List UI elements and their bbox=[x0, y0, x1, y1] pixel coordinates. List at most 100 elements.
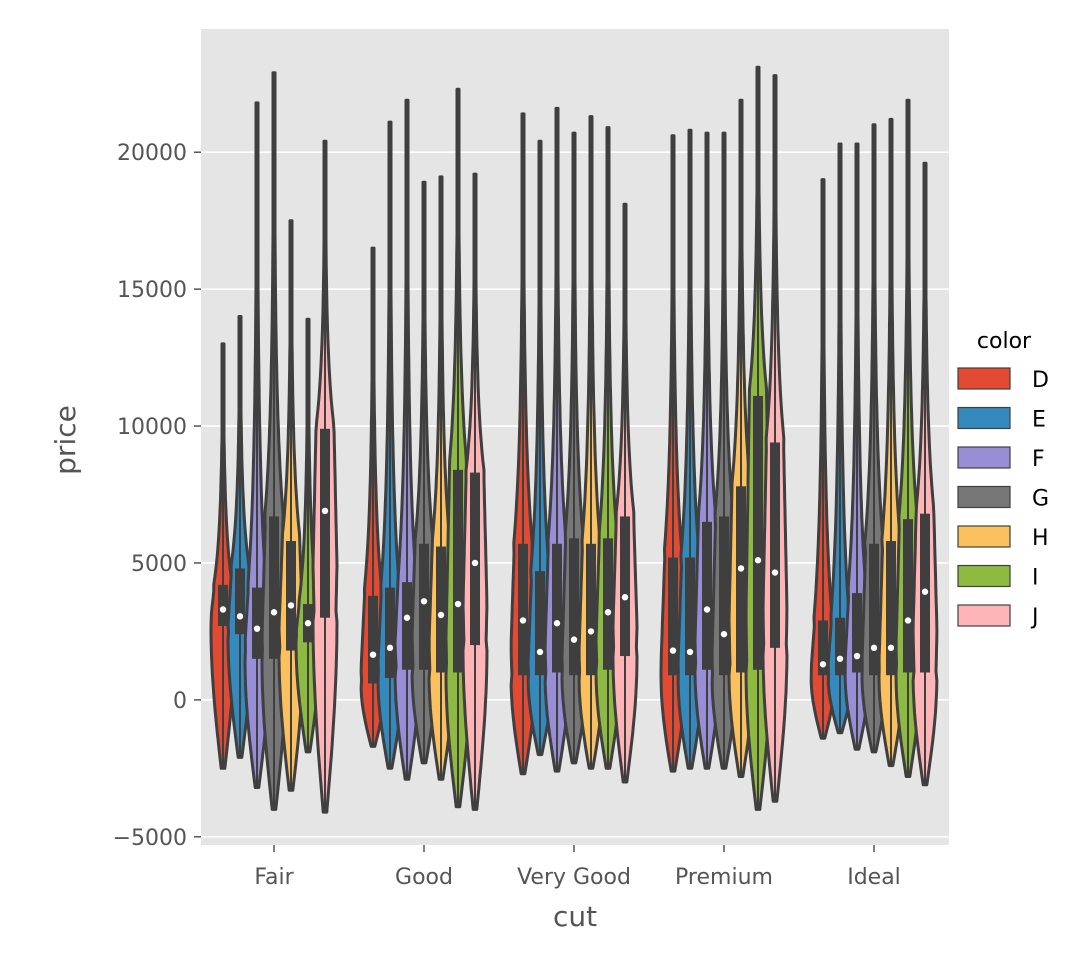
violin-iqr-box bbox=[736, 486, 746, 673]
violin-median-point bbox=[737, 565, 745, 572]
violin-iqr-box bbox=[320, 428, 330, 618]
legend-label-H: H bbox=[1032, 526, 1049, 551]
violin-iqr-box bbox=[753, 395, 763, 670]
x-tick-label: Fair bbox=[254, 865, 294, 890]
violin-iqr-box bbox=[552, 543, 562, 673]
violin-median-point bbox=[253, 625, 261, 632]
violin-iqr-box bbox=[685, 557, 695, 676]
legend-label-F: F bbox=[1032, 447, 1045, 472]
violin-median-point bbox=[437, 611, 445, 619]
violin-iqr-box bbox=[436, 546, 446, 673]
violin-iqr-box bbox=[385, 587, 395, 678]
legend-swatch-J bbox=[957, 604, 1011, 627]
violin-median-point bbox=[904, 617, 912, 624]
violin-median-point bbox=[836, 655, 844, 662]
legend-swatch-D bbox=[957, 367, 1011, 390]
violin-median-point bbox=[819, 661, 827, 668]
legend-label-D: D bbox=[1032, 368, 1049, 393]
violin-iqr-box bbox=[453, 469, 463, 673]
violin-median-point bbox=[686, 648, 694, 656]
violin-iqr-box bbox=[586, 543, 596, 676]
violin-median-point bbox=[386, 644, 394, 652]
legend-label-E: E bbox=[1032, 408, 1046, 433]
violin-iqr-box bbox=[770, 442, 780, 648]
violin-median-point bbox=[420, 598, 428, 605]
y-tick-label: 0 bbox=[173, 689, 187, 714]
violin-iqr-box bbox=[368, 595, 378, 684]
violin-iqr-box bbox=[835, 617, 845, 676]
x-tick-label: Ideal bbox=[847, 865, 901, 890]
legend-label-I: I bbox=[1032, 566, 1039, 591]
y-axis-ticks: −5000 0 5000 10000 15000 20000 bbox=[113, 141, 201, 851]
violin-iqr-box bbox=[869, 543, 879, 676]
violin-median-point bbox=[921, 588, 929, 595]
violin-iqr-box bbox=[269, 516, 279, 659]
y-tick-label: 10000 bbox=[117, 415, 187, 440]
violin-median-point bbox=[720, 630, 728, 638]
violin-iqr-box bbox=[852, 593, 862, 673]
violin-median-point bbox=[287, 602, 295, 609]
x-tick-label: Very Good bbox=[517, 865, 631, 890]
violin-median-point bbox=[754, 557, 762, 564]
violin-iqr-box bbox=[252, 587, 262, 659]
violin-iqr-box bbox=[818, 620, 828, 676]
x-tick-label: Premium bbox=[675, 865, 773, 890]
violin-iqr-box bbox=[402, 582, 412, 670]
violin-iqr-box bbox=[470, 472, 480, 646]
x-axis-ticks: Fair Good Very Good Premium Ideal bbox=[254, 845, 901, 890]
violin-iqr-box bbox=[535, 571, 545, 676]
legend-title: color bbox=[977, 329, 1032, 354]
violin-iqr-box bbox=[235, 568, 245, 635]
violin-median-point bbox=[703, 606, 711, 613]
legend-label-G: G bbox=[1032, 487, 1049, 512]
legend-swatch-H bbox=[957, 525, 1011, 548]
violin-median-point bbox=[236, 613, 244, 620]
violin-median-point bbox=[219, 606, 227, 613]
violin-iqr-box bbox=[702, 521, 712, 670]
y-tick-label: −5000 bbox=[113, 826, 187, 851]
violin-iqr-box bbox=[286, 541, 296, 651]
violin-iqr-box bbox=[518, 543, 528, 676]
y-axis-title: price bbox=[49, 405, 82, 475]
violin-iqr-box bbox=[419, 543, 429, 670]
violin-median-point bbox=[369, 651, 377, 658]
legend-swatch-F bbox=[957, 446, 1011, 469]
violin-median-point bbox=[553, 620, 561, 627]
violin-median-point bbox=[604, 609, 612, 616]
violin-median-point bbox=[321, 507, 329, 515]
violin-iqr-box bbox=[886, 541, 896, 676]
violin-iqr-box bbox=[569, 538, 579, 676]
legend-swatch-G bbox=[957, 485, 1011, 509]
violin-iqr-box bbox=[903, 519, 913, 673]
x-axis-title: cut bbox=[553, 900, 597, 933]
y-tick-label: 15000 bbox=[117, 278, 187, 303]
violin-median-point bbox=[536, 648, 544, 656]
violin-median-point bbox=[454, 600, 462, 608]
violin-median-point bbox=[587, 628, 595, 635]
violin-median-point bbox=[570, 636, 578, 643]
violin-median-point bbox=[887, 644, 895, 652]
y-tick-label: 5000 bbox=[131, 552, 187, 577]
legend-swatch-I bbox=[957, 564, 1011, 588]
legend-swatch-E bbox=[957, 406, 1011, 430]
violin-median-point bbox=[403, 614, 411, 621]
y-tick-label: 20000 bbox=[117, 141, 187, 166]
violin-median-point bbox=[304, 620, 312, 627]
violin-iqr-box bbox=[620, 516, 630, 657]
violin-iqr-box bbox=[719, 516, 729, 676]
violin-iqr-box bbox=[603, 538, 613, 670]
violin-iqr-box bbox=[668, 557, 678, 676]
violin-iqr-box bbox=[218, 584, 228, 626]
legend-label-J: J bbox=[1030, 605, 1039, 630]
violin-median-point bbox=[853, 652, 861, 660]
violin-median-point bbox=[471, 559, 479, 567]
violin-median-point bbox=[519, 617, 527, 624]
violin-median-point bbox=[669, 647, 677, 654]
violin-median-point bbox=[621, 593, 629, 601]
violin-median-point bbox=[870, 644, 878, 652]
x-tick-label: Good bbox=[395, 865, 453, 890]
violin-median-point bbox=[771, 569, 779, 576]
violins bbox=[209, 65, 939, 814]
